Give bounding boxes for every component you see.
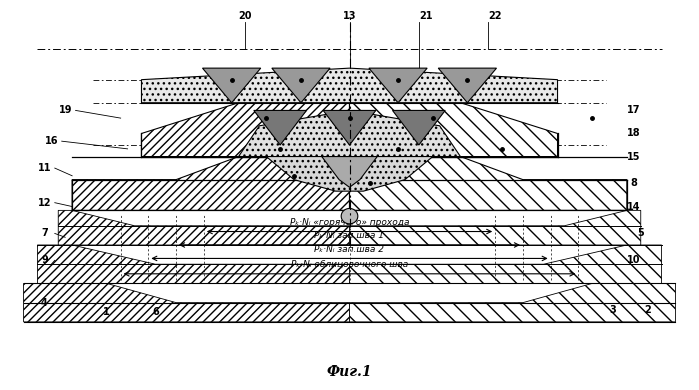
- Text: 6: 6: [152, 307, 159, 317]
- Polygon shape: [141, 103, 350, 156]
- Polygon shape: [24, 284, 350, 322]
- Polygon shape: [238, 110, 461, 156]
- Text: 10: 10: [627, 255, 640, 265]
- Polygon shape: [341, 209, 358, 224]
- Text: 3: 3: [610, 305, 617, 316]
- Polygon shape: [350, 245, 661, 284]
- Polygon shape: [350, 156, 627, 210]
- Text: 14: 14: [627, 202, 640, 211]
- Text: 8: 8: [630, 179, 637, 188]
- Text: Pₖ·Nᵢ зап.шва 1: Pₖ·Nᵢ зап.шва 1: [315, 231, 384, 240]
- Text: 21: 21: [419, 11, 433, 21]
- Polygon shape: [393, 110, 445, 145]
- Text: 19: 19: [59, 105, 72, 115]
- Text: 15: 15: [627, 152, 640, 161]
- Polygon shape: [438, 68, 496, 103]
- Text: 20: 20: [239, 11, 252, 21]
- Text: 5: 5: [637, 229, 644, 238]
- Text: 17: 17: [627, 105, 640, 115]
- Text: Pₖ·Nᵢ зап.шва 2: Pₖ·Nᵢ зап.шва 2: [315, 245, 384, 254]
- Text: Pₖ·Nᵢ «горячего» прохода: Pₖ·Nᵢ «горячего» прохода: [290, 218, 409, 227]
- Text: 22: 22: [489, 11, 502, 21]
- Polygon shape: [38, 245, 350, 284]
- Text: 13: 13: [343, 11, 356, 21]
- Polygon shape: [72, 156, 350, 210]
- Text: Pₖ·Nᵢ облицовочного шва: Pₖ·Nᵢ облицовочного шва: [291, 260, 408, 269]
- Text: 18: 18: [627, 128, 640, 138]
- Text: 11: 11: [38, 163, 51, 173]
- Text: 7: 7: [41, 229, 48, 238]
- Polygon shape: [58, 210, 350, 245]
- Text: 1: 1: [103, 307, 110, 317]
- Polygon shape: [350, 210, 641, 245]
- Polygon shape: [322, 156, 377, 187]
- Text: 4: 4: [41, 298, 48, 308]
- Text: 16: 16: [45, 136, 58, 146]
- Polygon shape: [323, 110, 376, 145]
- Polygon shape: [141, 68, 558, 103]
- Text: 9: 9: [41, 255, 48, 265]
- Text: Фиг.1: Фиг.1: [326, 365, 373, 379]
- Polygon shape: [369, 68, 427, 103]
- Polygon shape: [350, 284, 675, 322]
- Polygon shape: [272, 68, 330, 103]
- Text: 2: 2: [644, 305, 651, 316]
- Text: 12: 12: [38, 198, 51, 208]
- Polygon shape: [254, 110, 306, 145]
- Polygon shape: [350, 103, 558, 156]
- Polygon shape: [266, 156, 433, 191]
- Polygon shape: [203, 68, 261, 103]
